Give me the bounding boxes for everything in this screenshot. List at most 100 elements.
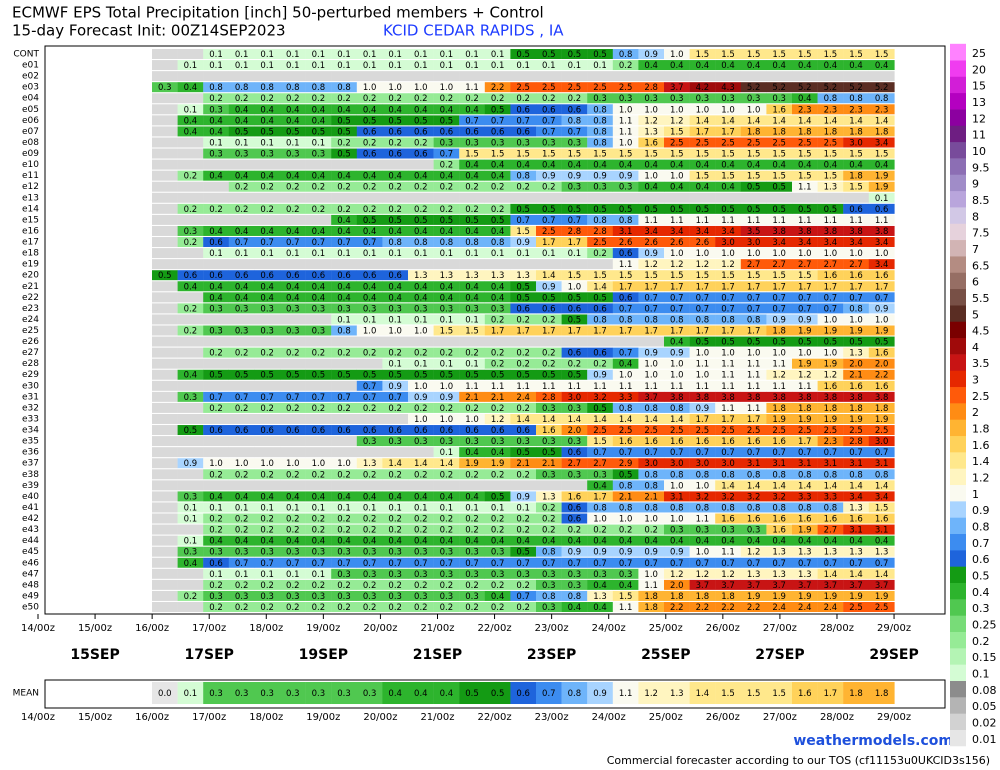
cell: [689, 590, 716, 601]
cell-label: 0.7: [235, 238, 249, 248]
cell: [715, 126, 741, 137]
cell: [638, 391, 665, 402]
cell-label: 0.2: [286, 526, 300, 536]
cell: [280, 682, 306, 704]
cell-label: 0.6: [465, 426, 479, 436]
cell-label: 3.4: [875, 138, 889, 148]
cell: [868, 380, 895, 391]
colorbar-label: 1.2: [972, 472, 990, 485]
cell: [305, 137, 332, 148]
cell: [715, 115, 741, 126]
cell: [280, 126, 306, 137]
cell-label: 1.6: [747, 515, 761, 525]
cell-label: 1.7: [696, 415, 710, 425]
cell: [843, 458, 869, 469]
x-tick-label: 25/00z: [649, 623, 683, 634]
cell: [433, 557, 460, 568]
cell: [843, 568, 869, 579]
cell-label: 1.1: [644, 216, 658, 226]
cell: [689, 170, 716, 181]
cell-label: 0.5: [235, 371, 249, 381]
cell-label: 2.1: [516, 459, 530, 469]
cell-label: 0.5: [184, 426, 198, 436]
cell-label: 0.2: [363, 138, 377, 148]
cell: [740, 347, 767, 358]
missing-cell: [177, 436, 204, 447]
cell-label: 0.8: [875, 94, 889, 104]
cell: [740, 259, 767, 270]
missing-cell: [792, 192, 818, 203]
cell: [817, 60, 844, 71]
cell: [843, 237, 869, 248]
cell: [740, 225, 767, 236]
missing-cell: [177, 214, 204, 225]
cell: [536, 49, 562, 59]
x-tick-label: 29/00z: [877, 623, 911, 634]
cell: [177, 513, 204, 524]
colorbar-swatch: [950, 680, 966, 698]
row-label: e10: [22, 160, 39, 170]
x-tick-label: 15/00z: [78, 712, 112, 723]
cell: [715, 170, 741, 181]
missing-cell: [152, 314, 178, 325]
cell-label: 1.5: [849, 50, 863, 60]
missing-cell: [152, 93, 178, 104]
cell: [254, 303, 281, 314]
cell-label: 0.5: [363, 371, 377, 381]
cell: [792, 170, 818, 181]
cell: [510, 513, 537, 524]
cell: [408, 170, 434, 181]
cell-label: 0.8: [849, 304, 863, 314]
cell-label: 0.2: [286, 205, 300, 215]
cell: [433, 82, 460, 93]
cell: [280, 568, 306, 579]
cell-label: 2.0: [849, 360, 863, 370]
cell-label: 1.4: [849, 570, 863, 580]
missing-cell: [280, 314, 306, 325]
row-label: e31: [22, 392, 39, 402]
cell: [740, 314, 767, 325]
cell-label: 0.1: [337, 503, 351, 513]
cell: [254, 524, 281, 535]
cell-label: 1.0: [670, 481, 684, 491]
cell: [305, 590, 332, 601]
cell: [868, 93, 895, 104]
cell-label: 0.6: [260, 271, 274, 281]
cell-label: 3.7: [798, 581, 812, 591]
cell-label: 0.2: [312, 581, 326, 591]
cell-label: 0.9: [593, 548, 607, 558]
cell-label: 0.1: [209, 138, 223, 148]
cell: [228, 502, 255, 513]
cell-label: 2.0: [568, 426, 582, 436]
cell-label: 3.7: [747, 581, 761, 591]
cell: [459, 314, 485, 325]
cell-label: 1.0: [363, 83, 377, 93]
cell: [817, 568, 844, 579]
cell: [740, 126, 767, 137]
cell-label: 2.5: [849, 603, 863, 613]
cell: [664, 358, 690, 369]
cell: [203, 104, 229, 115]
cell-label: 1.5: [619, 271, 633, 281]
cell: [868, 557, 895, 568]
cell-label: 0.5: [798, 338, 812, 348]
cell: [356, 380, 383, 391]
cell-label: 0.8: [516, 172, 530, 182]
cell: [715, 380, 741, 391]
cell: [868, 402, 895, 413]
cell: [792, 82, 818, 93]
cell-label: 3.8: [798, 393, 812, 403]
cell-label: 0.6: [568, 448, 582, 458]
cell-label: 2.5: [721, 138, 735, 148]
cell-label: 0.5: [465, 216, 479, 226]
cell-label: 3.8: [875, 393, 889, 403]
cell-label: 0.1: [235, 570, 249, 580]
cell-label: 1.1: [670, 216, 684, 226]
cell: [664, 314, 690, 325]
cell: [356, 93, 383, 104]
cell-label: 1.8: [696, 592, 710, 602]
cell-label: 3.0: [696, 459, 710, 469]
cell-label: 0.4: [644, 161, 658, 171]
cell-label: 1.5: [772, 50, 786, 60]
cell: [203, 292, 229, 303]
